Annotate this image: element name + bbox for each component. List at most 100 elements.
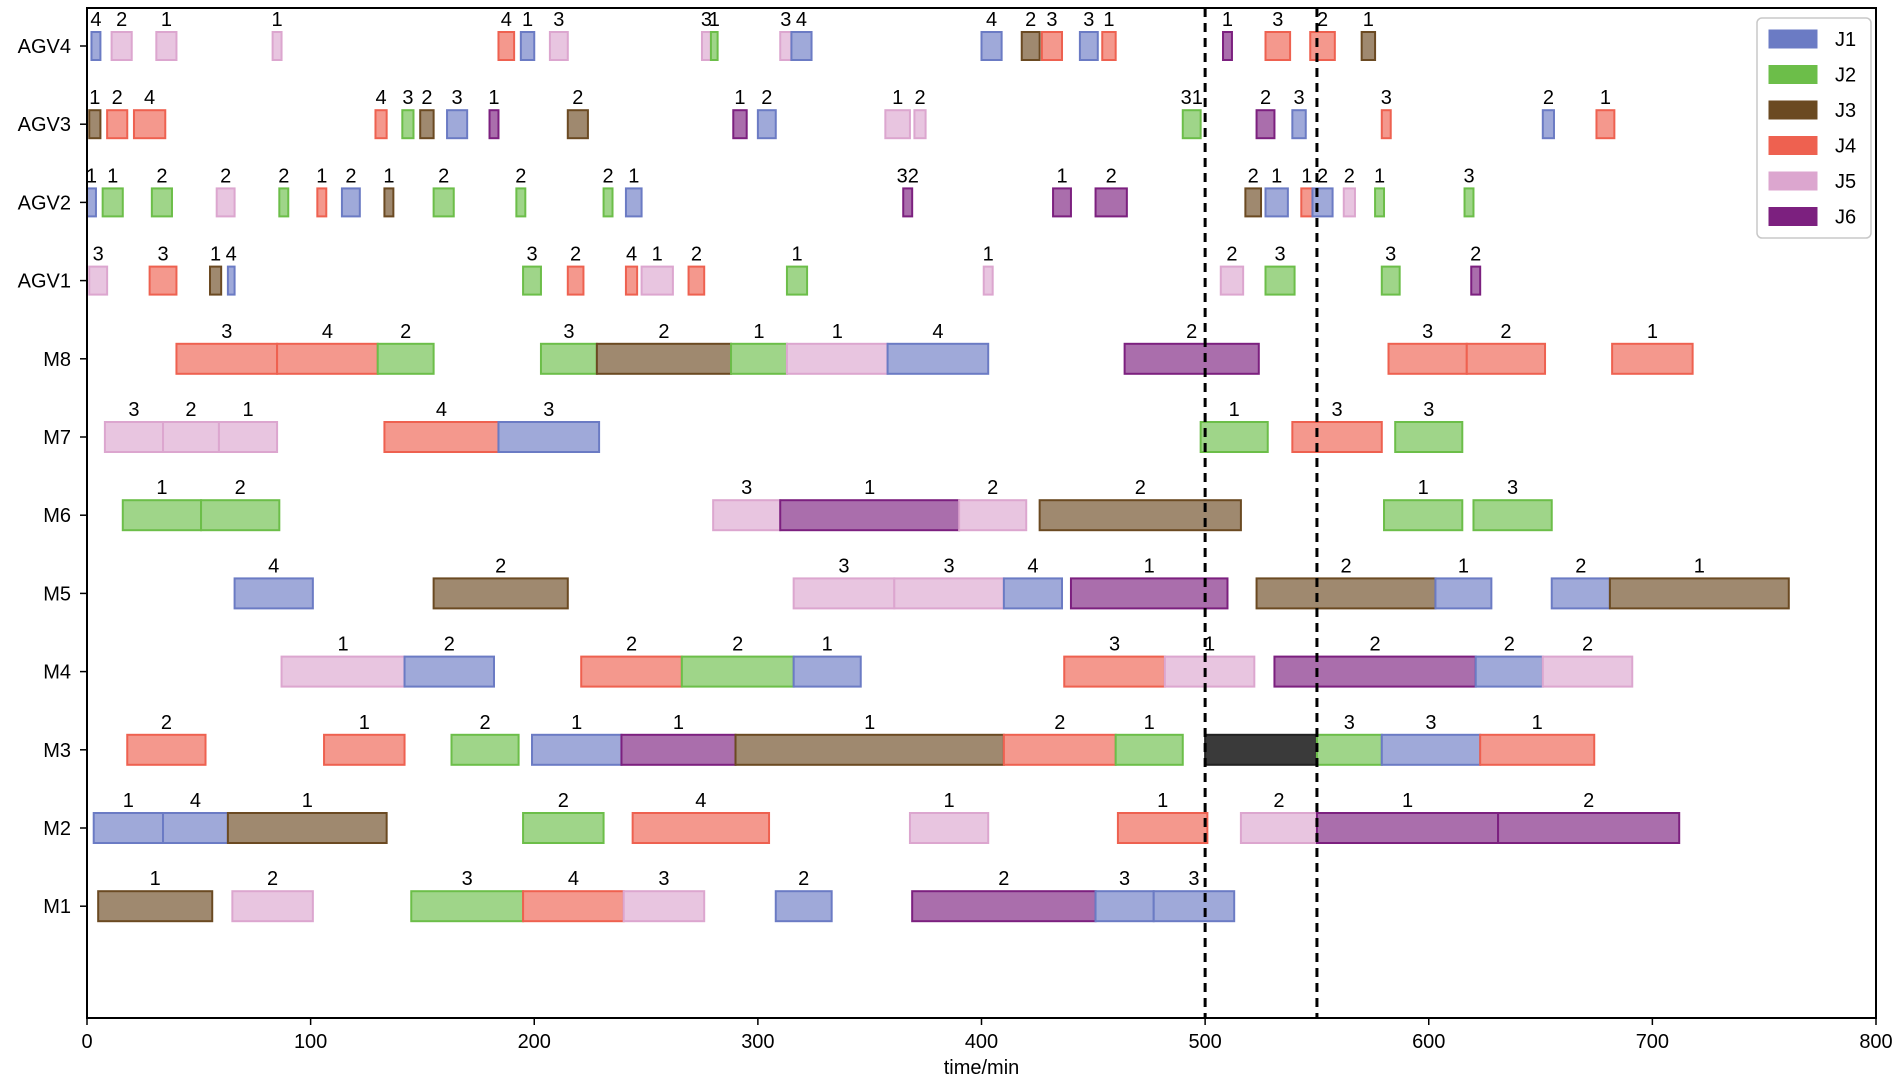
task-bar-m3-breakdown [1204,733,1318,766]
task-bar-m8-j5 [785,342,889,375]
task-label: 2 [345,165,356,187]
task-bar-m6-j2 [200,499,281,532]
task-label: 3 [1507,477,1518,499]
task-label: 1 [107,165,118,187]
task-bar-m1-j2 [410,890,525,923]
legend: J1 J2 J3 J4 J5 J6 [1756,17,1872,239]
task-bar-m7-j5 [217,421,279,453]
task-label: 1 [1402,790,1413,812]
task-label: 2 [220,165,231,187]
task-label: 2 [1583,790,1594,812]
task-label: 1 [1363,9,1374,31]
x-tick-label: 500 [1188,1031,1221,1053]
task-bar-agv3-j6 [732,109,748,140]
task-label: 2 [602,165,613,187]
task-bar-m4-j5 [1541,655,1634,688]
task-bar-agv3-j1 [446,109,469,140]
task-label: 2 [161,712,172,734]
x-axis-ticks: 0 100 200 300 400 500 600 700 800 [81,1018,1893,1053]
task-bar-agv1-j4 [687,265,706,296]
x-tick-label: 600 [1412,1031,1445,1053]
task-label: 1 [161,9,172,31]
task-bar-m5-j1 [1550,577,1611,610]
task-bar-agv1-j6 [1470,265,1482,296]
task-bar-agv2-j1 [340,187,361,218]
task-label: 1 [944,790,955,812]
task-bar-agv2-j2 [432,187,455,218]
task-label: 2 [1260,87,1271,109]
task-label: 3 [128,399,139,421]
task-label: 3 [1381,87,1392,109]
task-label: 2 [1317,165,1328,187]
task-bar-agv1-j2 [1380,265,1401,296]
task-bar-agv1-j3 [208,265,223,296]
task-label: 1 [753,321,764,343]
task-bar-m6-j2 [1383,499,1464,532]
task-label: 2 [1582,634,1593,656]
x-axis-label: time/min [944,1057,1020,1079]
task-bar-m3-j3 [734,733,1005,766]
task-bar-agv3-j4 [374,109,388,140]
task-label: 3 [553,9,564,31]
task-bar-m5-j1 [1434,577,1493,610]
task-bar-agv2-j4 [1300,187,1314,218]
task-bar-m7-j2 [1394,421,1464,453]
task-label: 32 [897,165,919,187]
row-label-m2: M2 [43,818,71,840]
task-label: 2 [732,634,743,656]
legend-frame [1756,17,1872,239]
task-label: 2 [626,634,637,656]
task-bar-agv4-j6 [1222,31,1233,61]
task-bar-m8-j4 [1465,342,1547,375]
task-bar-agv3-j4 [132,109,167,140]
task-bar-agv1-j4 [148,265,178,296]
task-bar-agv2-j1 [86,187,97,218]
task-label: 2 [1543,87,1554,109]
task-bar-agv3-j1 [1291,109,1307,140]
task-label: 1 [734,87,745,109]
task-bar-agv1-j1 [226,265,236,296]
task-label: 2 [1504,634,1515,656]
task-label: 1 [1694,555,1705,577]
task-bar-agv1-j2 [1264,265,1296,296]
task-label: 2 [400,321,411,343]
task-label: 1 [1056,165,1067,187]
task-label: 2 [112,87,123,109]
task-bar-m1-j5 [622,890,706,923]
task-label: 2 [658,321,669,343]
task-bar-m2-j4 [1116,812,1209,844]
legend-swatch-j4 [1768,136,1818,155]
task-label: 1 [359,712,370,734]
task-bar-m8-j4 [1611,342,1694,375]
task-label: 2 [1370,634,1381,656]
task-bar-m5-j3 [1255,577,1437,610]
task-label: 4 [626,244,637,266]
task-bar-agv3-j2 [1181,109,1202,140]
task-bar-agv4-j4 [1101,31,1117,61]
task-label: 1 [316,165,327,187]
task-bar-m4-j2 [680,655,795,688]
task-bar-agv3-j2 [401,109,415,140]
task-bar-m2-j5 [1239,812,1318,844]
task-labels: 1 2 3 4 3 2 2 3 31 4 1 2 4 1 1 2 1 22 1 2 1 1 1 2 1 3 3 11 2 2 2 1 3 1 2 2 2… [86,9,1705,890]
task-label: 2 [267,868,278,890]
task-label: 2 [235,477,246,499]
task-label: 1 [709,9,720,31]
task-bar-m3-j2 [1114,733,1184,766]
task-bar-agv3-j3 [566,109,589,140]
task-label: 1 [1204,634,1215,656]
task-label: 1 [1418,477,1429,499]
task-label: 1 [156,477,167,499]
task-label: 3 [701,9,712,31]
x-tick-label: 400 [965,1031,998,1053]
task-bar-agv2-j5 [1342,187,1356,218]
task-bar-agv4-j1 [519,31,536,61]
task-label: 3 [1083,9,1094,31]
task-label: 2 [479,712,490,734]
task-label: 1 [892,87,903,109]
task-bar-agv3-j4 [1595,109,1616,140]
task-bar-m4-j1 [792,655,862,688]
task-bar-agv2-j1 [624,187,643,218]
task-bar-agv4-j5 [271,31,283,61]
